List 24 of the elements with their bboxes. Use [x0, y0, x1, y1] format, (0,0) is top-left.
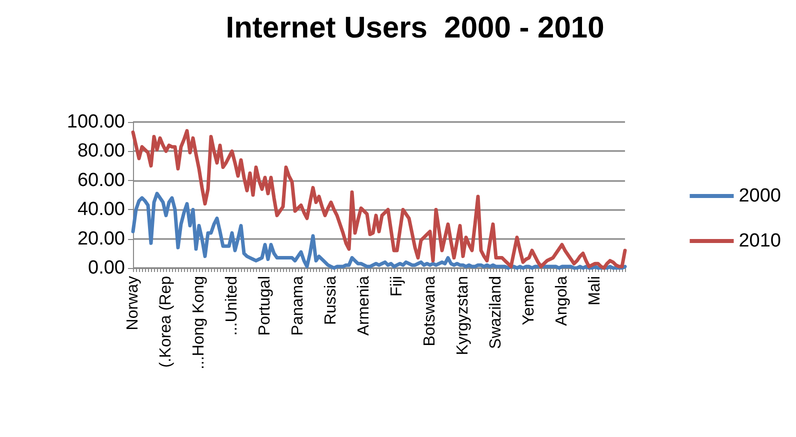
x-tick-label: (.Korea (Rep: [158, 276, 174, 368]
x-tick-label: ...United: [224, 276, 240, 336]
y-tick-label: 100.00: [66, 112, 125, 132]
y-tick-label: 0.00: [88, 258, 125, 278]
y-tick-label: 80.00: [77, 140, 125, 162]
x-tick-label: Armenia: [356, 276, 372, 336]
x-tick-label: Fiji: [388, 276, 406, 296]
chart-title: Internet Users 2000 - 2010: [226, 12, 604, 44]
y-tick-label: 40.00: [77, 199, 125, 220]
x-tick-label: Mali: [586, 276, 604, 306]
legend-label: 2010: [738, 230, 782, 252]
y-tick-label: 60.00: [77, 170, 125, 191]
x-tick-label: ...Hong Kong: [190, 276, 208, 370]
x-tick-label: Portugal: [256, 276, 274, 336]
x-tick-label: Panama: [290, 276, 306, 336]
x-tick-label: Angola: [554, 276, 570, 326]
x-tick-label: Russia: [322, 276, 340, 325]
x-tick-label: Swaziland: [488, 276, 504, 349]
x-tick-label: Botswana: [422, 276, 438, 346]
legend-label: 2000: [738, 186, 782, 206]
x-tick-label: Kyrgyzstan: [454, 276, 472, 356]
x-tick-label: Norway: [124, 276, 142, 330]
y-tick-label: 20.00: [77, 228, 125, 250]
x-tick-label: Yemen: [520, 276, 538, 326]
